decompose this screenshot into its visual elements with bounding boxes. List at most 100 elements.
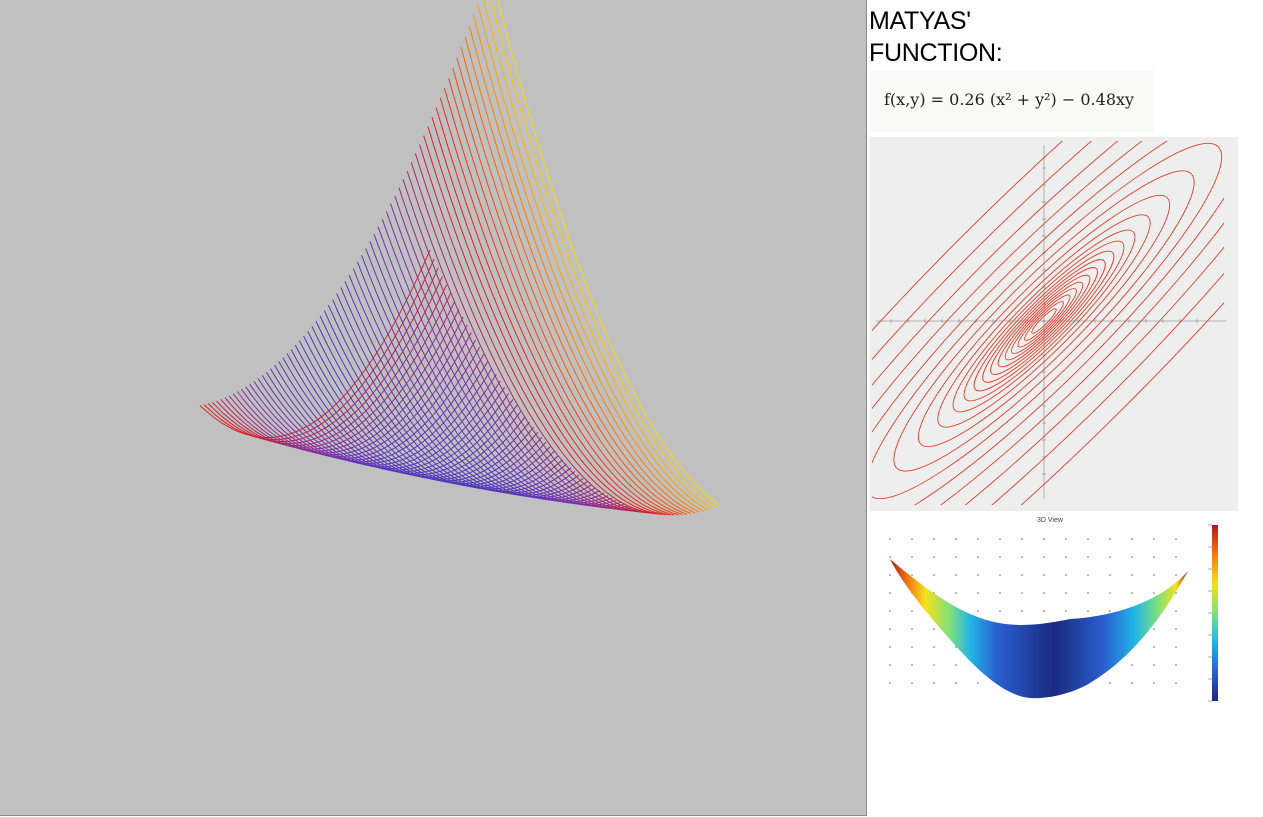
wireframe-line [390, 203, 621, 507]
surface-grid-dot [1109, 592, 1111, 594]
surface-grid-dot [1021, 556, 1023, 558]
surface-grid-dot [1153, 646, 1155, 648]
surface-grid-dot [955, 538, 957, 540]
wireframe-line [203, 258, 435, 441]
wireframe-line [356, 261, 588, 499]
wireframe-line [361, 255, 592, 500]
surface-grid-dot [1043, 556, 1045, 558]
surface-grid-dot [911, 664, 913, 666]
contour-line [872, 142, 1223, 500]
surface-grid-dot [1043, 574, 1045, 576]
wireframe-surface-plot[interactable] [0, 0, 867, 816]
wireframe-line [348, 274, 580, 496]
surface-grid-dot [955, 664, 957, 666]
wireframe-line [241, 332, 472, 458]
surface-grid-dot [1109, 610, 1111, 612]
wireframe-line [207, 267, 439, 443]
wireframe-line [323, 310, 555, 489]
wireframe-line [423, 135, 654, 514]
surface-grid-dot [1043, 592, 1045, 594]
surface-grid-dot [1109, 538, 1111, 540]
title-line-2: FUNCTION: [869, 39, 1003, 67]
wireframe-line [327, 304, 559, 490]
surface-grid-dot [911, 610, 913, 612]
surface-grid-dot [999, 592, 1001, 594]
surface-grid-dot [1087, 538, 1089, 540]
wireframe-svg [199, 0, 721, 516]
surface-grid-dot [1043, 538, 1045, 540]
wireframe-line [402, 179, 634, 510]
surface-grid-dot [977, 556, 979, 558]
surface-grid-dot [1131, 592, 1133, 594]
surface-grid-dot [889, 592, 891, 594]
wireframe-line [216, 284, 448, 446]
surface-grid-dot [977, 574, 979, 576]
contour-line [937, 214, 1151, 428]
surface-grid-dot [999, 574, 1001, 576]
surface-grid-dot [1153, 574, 1155, 576]
wireframe-line [385, 211, 617, 506]
surface-grid-dot [1065, 610, 1067, 612]
surface-grid-dot [1153, 592, 1155, 594]
surface-grid-dot [933, 628, 935, 630]
surface-grid-dot [1153, 682, 1155, 684]
surface-grid-dot [1175, 556, 1177, 558]
wireframe-line [427, 126, 658, 515]
surface-grid-dot [1175, 646, 1177, 648]
surface-grid-dot [1087, 592, 1089, 594]
surface-grid-dot [911, 682, 913, 684]
contour-line [872, 141, 1224, 505]
surface-grid-dot [955, 574, 957, 576]
contour-line [1017, 294, 1071, 348]
formula-box: f(x,y) = 0.26 (x² + y²) − 0.48xy [870, 70, 1154, 132]
sidebar: MATYAS' FUNCTION: f(x,y) = 0.26 (x² + y²… [866, 0, 1263, 817]
surface-grid-dot [933, 682, 935, 684]
wireframe-line [435, 107, 667, 516]
contour-line [1024, 301, 1064, 341]
surface-grid-dot [889, 574, 891, 576]
surface-grid-dot [1175, 682, 1177, 684]
wireframe-line [311, 326, 543, 485]
wireframe-line [245, 339, 477, 459]
surface-grid-dot [1131, 682, 1133, 684]
surface-grid-dot [1065, 556, 1067, 558]
surface-grid-dot [1175, 610, 1177, 612]
surface-grid-dot [1175, 538, 1177, 540]
wireframe-line [265, 371, 497, 468]
surface-mesh [890, 559, 1188, 699]
surface-grid-dot [911, 538, 913, 540]
wireframe-line [452, 67, 683, 516]
contour-plot[interactable] [870, 137, 1238, 511]
surface-grid-dot [1021, 592, 1023, 594]
contour-line [872, 141, 1224, 505]
surface-grid-dot [999, 610, 1001, 612]
surface-grid-dot [1087, 556, 1089, 558]
wireframe-line [298, 340, 530, 480]
surface-grid-dot [1153, 664, 1155, 666]
surface-grid-dot [1065, 538, 1067, 540]
surface-grid-dot [1175, 592, 1177, 594]
surface-grid-dot [889, 646, 891, 648]
wireframe-line [460, 47, 692, 515]
surface-grid-dot [933, 574, 935, 576]
contour-line [997, 274, 1091, 368]
surface-grid-dot [1131, 538, 1133, 540]
surface-grid-dot [1131, 664, 1133, 666]
wireframe-line [472, 14, 704, 512]
surface-grid-dot [933, 556, 935, 558]
wireframe-line [332, 299, 563, 491]
surface-grid-dot [1065, 574, 1067, 576]
wireframe-line [490, 0, 717, 508]
surface-grid-dot [1153, 556, 1155, 558]
surface-grid-dot [955, 592, 957, 594]
surface-grid-dot [999, 556, 1001, 558]
wireframe-line [443, 87, 675, 516]
wireframe-line [406, 170, 638, 511]
surface-plot[interactable]: 3D View [870, 513, 1238, 713]
surface-svg [889, 524, 1218, 702]
wireframe-line [294, 344, 526, 479]
title-line-1: MATYAS' [869, 7, 971, 35]
wireframe-line [483, 0, 712, 510]
wireframe-line [344, 281, 576, 495]
contour-svg [872, 141, 1226, 505]
